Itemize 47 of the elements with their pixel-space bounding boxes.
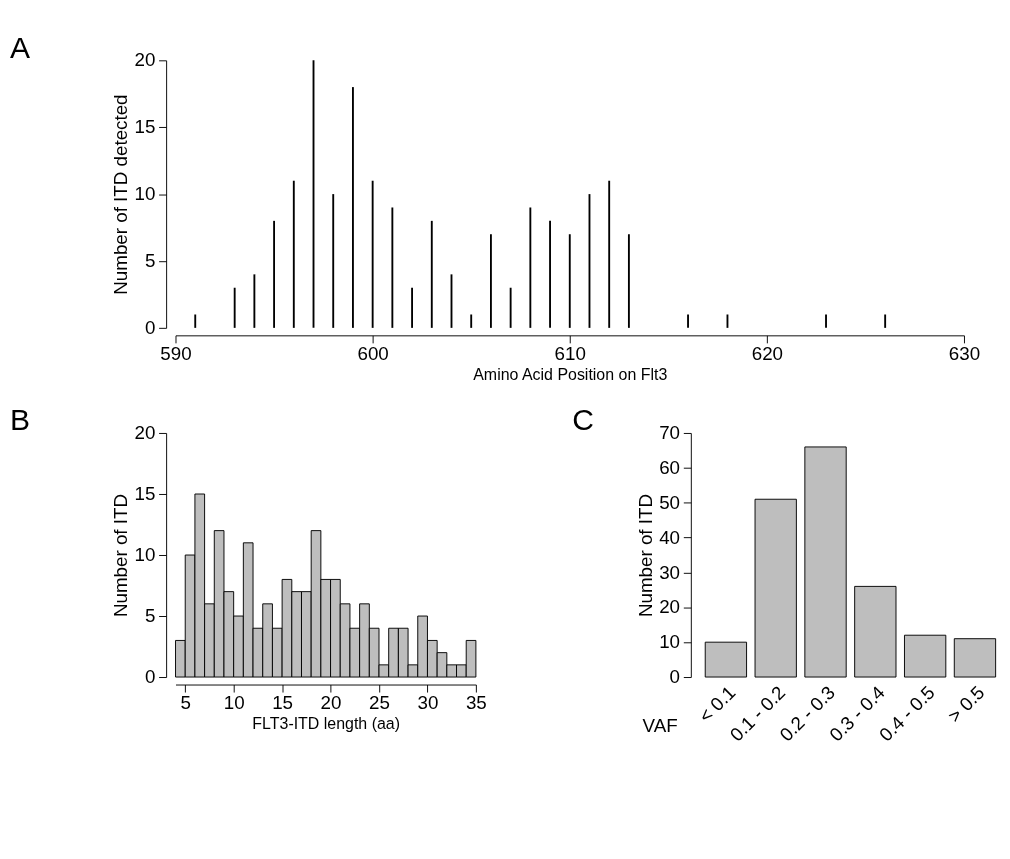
y-tick-label: 0	[144, 316, 156, 338]
y-axis-title: Number of ITD detected	[109, 94, 131, 295]
bar	[854, 585, 897, 678]
y-tick-label: 10	[134, 183, 156, 205]
x-tick-label: 620	[751, 343, 784, 365]
y-tick-label: 5	[144, 250, 156, 272]
chart-title: A	[10, 30, 31, 64]
bar	[804, 446, 847, 678]
y-tick-label: 10	[659, 631, 681, 653]
y-tick-label: 20	[134, 49, 156, 71]
y-tick-label: 50	[659, 491, 681, 513]
x-tick-label: 600	[357, 343, 389, 365]
x-axis-title: Amino Acid Position on Flt3	[473, 365, 668, 383]
y-axis-title: Number of ITD	[109, 493, 131, 618]
x-tick-label: 590	[160, 343, 192, 365]
x-axis-title: VAF	[642, 714, 678, 736]
bar	[704, 641, 748, 678]
y-tick-label: 0	[144, 666, 156, 688]
y-tick-label: 5	[144, 605, 156, 627]
chart-title: C	[572, 403, 595, 437]
x-tick-label: 35	[465, 692, 487, 714]
x-tick-label: 610	[554, 343, 586, 365]
x-tick-label: 630	[948, 343, 981, 365]
y-tick-label: 15	[134, 483, 156, 505]
y-tick-label: 10	[134, 544, 156, 566]
y-tick-label: 20	[659, 596, 681, 618]
bar	[904, 634, 947, 678]
x-tick-label: 5	[180, 692, 191, 714]
x-tick-label: 10	[223, 692, 245, 714]
bar	[953, 638, 997, 678]
x-tick-label: < 0.1	[694, 681, 740, 727]
bar	[754, 498, 797, 678]
x-tick-label: > 0.5	[943, 681, 989, 727]
x-axis-title: FLT3-ITD length (aa)	[252, 715, 400, 733]
x-tick-label: 20	[320, 692, 342, 714]
x-tick-label: 15	[272, 692, 294, 714]
y-tick-label: 20	[134, 422, 156, 444]
y-tick-label: 30	[659, 561, 681, 583]
y-axis-title: Number of ITD	[634, 493, 656, 618]
y-tick-label: 70	[659, 422, 681, 444]
chart-title: B	[10, 403, 31, 437]
x-tick-label: 25	[369, 692, 390, 714]
y-tick-label: 60	[659, 456, 681, 478]
x-tick-label: 30	[417, 692, 439, 714]
y-tick-label: 15	[134, 116, 156, 138]
y-tick-label: 40	[659, 526, 681, 548]
y-tick-label: 0	[669, 666, 681, 688]
